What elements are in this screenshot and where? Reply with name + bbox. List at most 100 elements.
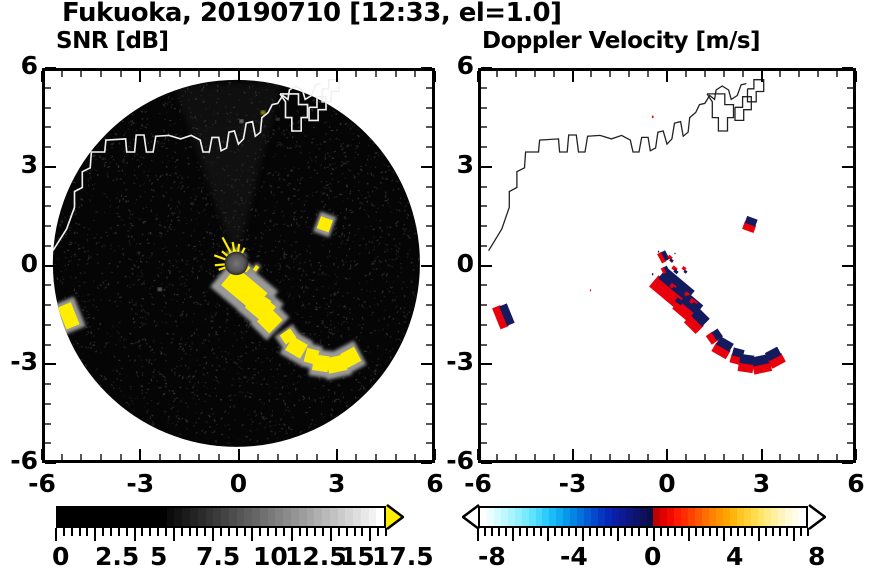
colorbar-tick-label: 7.5 <box>196 542 241 571</box>
colorbar-cell <box>660 508 668 526</box>
doppler-x-tick <box>798 71 801 77</box>
snr-y-tick <box>426 442 432 445</box>
colorbar-tick <box>477 528 479 541</box>
colorbar-tick <box>743 528 746 536</box>
colorbar-cell <box>722 508 730 526</box>
coastline <box>279 93 309 132</box>
snr-colorbar[interactable] <box>56 506 386 528</box>
radar-echo <box>751 354 770 367</box>
doppler-panel-title: Doppler Velocity [m/s] <box>482 28 761 54</box>
snr-x-tick <box>217 454 220 460</box>
colorbar-cell <box>197 508 206 526</box>
radar-echo <box>242 291 256 305</box>
doppler-y-tick <box>847 225 853 227</box>
snr-y-tick <box>421 67 432 69</box>
colorbar-tick <box>610 528 613 536</box>
snr-y-tick-label: -6 <box>10 446 38 475</box>
doppler-y-tick <box>481 205 487 208</box>
colorbar-cell <box>135 508 144 526</box>
colorbar-tick-label: -8 <box>478 542 506 571</box>
colorbar-cell <box>360 508 369 526</box>
colorbar-cell <box>290 508 299 526</box>
colorbar-tick <box>251 528 254 541</box>
colorbar-tick <box>526 528 529 536</box>
colorbar-tick <box>330 528 332 541</box>
colorbar-tick <box>771 528 774 536</box>
colorbar-tick <box>165 528 167 536</box>
colorbar-cell <box>625 508 633 526</box>
snr-y-tick <box>426 402 432 405</box>
point-target <box>239 119 244 123</box>
snr-x-tick <box>198 454 201 460</box>
doppler-speckle <box>651 273 654 276</box>
colorbar-tick <box>624 528 627 536</box>
snr-y-tick <box>421 264 432 267</box>
colorbar-tick <box>512 528 515 541</box>
radar-echo <box>660 266 667 274</box>
doppler-y-tick <box>842 165 853 168</box>
colorbar-tick <box>157 528 160 536</box>
snr-x-tick <box>178 454 181 460</box>
radar-echo <box>683 313 704 335</box>
doppler-x-tick <box>836 454 839 460</box>
doppler-y-tick <box>847 383 853 385</box>
doppler-speckle <box>657 250 660 253</box>
snr-x-tick <box>158 454 161 460</box>
radar-echo <box>683 269 688 274</box>
snr-plot-panel[interactable] <box>42 68 435 463</box>
doppler-x-tick <box>684 71 687 77</box>
colorbar-cell <box>591 508 598 526</box>
colorbar-cell <box>81 508 90 526</box>
colorbar-tick <box>785 528 788 536</box>
colorbar-cell <box>96 508 105 526</box>
radar-echo <box>669 258 674 263</box>
doppler-x-tick-label: -3 <box>558 469 587 498</box>
colorbar-tick-label: 5 <box>150 542 168 571</box>
snr-x-tick <box>217 71 220 77</box>
colorbar-cell <box>653 508 661 526</box>
colorbar-tick <box>505 528 508 536</box>
doppler-x-tick <box>722 71 725 77</box>
colorbar-cell <box>570 508 578 526</box>
doppler-y-tick <box>481 67 492 69</box>
snr-y-tick <box>45 146 51 148</box>
doppler-x-tick <box>571 71 574 82</box>
radar-echo <box>255 290 263 299</box>
colorbar-cell <box>500 508 508 526</box>
colorbar-cell <box>743 508 751 526</box>
doppler-x-tick <box>666 71 668 82</box>
doppler-x-tick <box>836 71 839 77</box>
snr-x-tick <box>276 71 279 77</box>
colorbar-cell <box>507 508 515 526</box>
doppler-x-tick <box>817 454 820 460</box>
doppler-y-tick <box>481 106 487 109</box>
colorbar-cell <box>702 508 709 526</box>
snr-x-tick <box>394 71 397 77</box>
colorbar-tick <box>603 528 606 536</box>
colorbar-cell <box>345 508 354 526</box>
snr-y-tick <box>426 86 432 89</box>
colorbar-cell <box>708 508 716 526</box>
snr-y-tick <box>45 402 51 405</box>
snr-x-tick <box>119 71 122 77</box>
colorbar-tick <box>687 528 690 541</box>
doppler-x-tick-label: 3 <box>752 469 771 498</box>
snr-x-tick <box>178 71 181 77</box>
doppler-colorbar[interactable] <box>478 506 808 528</box>
colorbar-cell <box>792 508 800 526</box>
radar-echo <box>252 265 260 272</box>
doppler-y-tick <box>847 422 853 425</box>
colorbar-cell <box>577 508 585 526</box>
doppler-y-tick <box>847 343 853 346</box>
doppler-plot-panel[interactable] <box>478 68 856 463</box>
colorbar-tick <box>715 528 718 536</box>
doppler-y-tick <box>481 225 487 227</box>
colorbar-tick <box>267 528 270 536</box>
colorbar-tick <box>701 528 704 536</box>
colorbar-cell <box>283 508 291 526</box>
colorbar-over-arrow <box>808 504 824 530</box>
doppler-y-tick-label: 3 <box>456 149 474 179</box>
snr-x-tick <box>375 454 378 460</box>
colorbar-tick <box>298 528 301 536</box>
snr-y-tick <box>45 126 51 129</box>
